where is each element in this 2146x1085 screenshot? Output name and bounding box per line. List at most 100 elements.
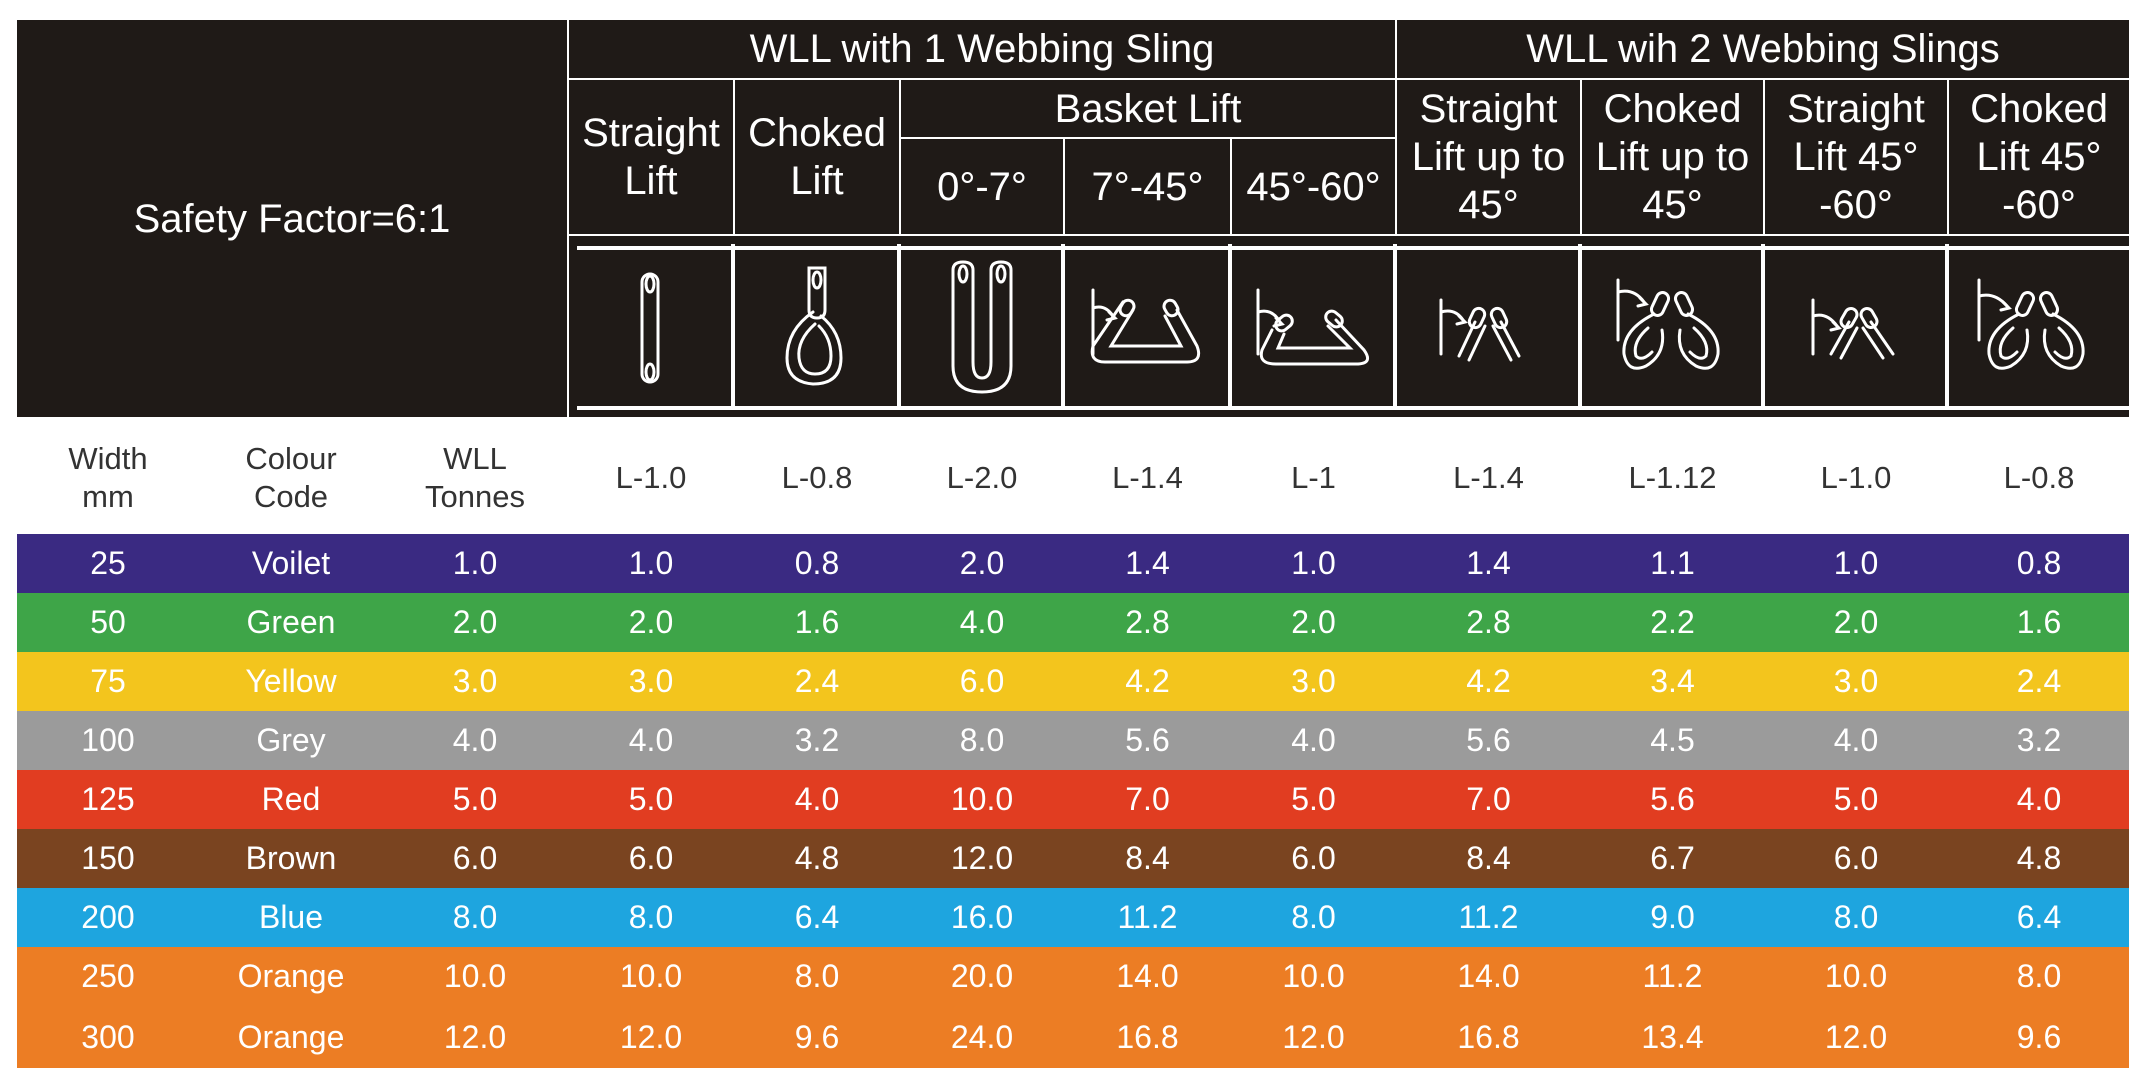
basket-7-45-cell: 14.0	[1116, 958, 1179, 994]
two-straight-45-60-cell: 12.0	[1824, 1018, 1888, 1055]
two-choked-45-60-cell: 4.0	[2016, 781, 2062, 817]
basket-0-7-cell: 16.0	[950, 899, 1014, 935]
basket-0-7-cell: 20.0	[950, 958, 1014, 994]
basket-45-60-cell: 5.0	[1291, 781, 1336, 817]
two-choked-45-cell: 4.5	[1650, 722, 1695, 758]
divider	[1578, 244, 1582, 410]
wll-tonnes-label: WLL Tonnes	[425, 441, 525, 514]
two-choked-45-60-cell: 9.6	[2016, 1018, 2062, 1055]
width-cell: 100	[81, 722, 135, 758]
colour-code-cell: Grey	[256, 722, 326, 758]
table-row: 250 Orange 10.0 10.0 8.0 20.0 14.0 10.0 14.0 11.2…	[17, 947, 2129, 1006]
lift-code: L-0.8	[781, 459, 853, 495]
lift-code: L-1.12	[1628, 459, 1717, 495]
width-cell: 75	[90, 663, 126, 699]
divider	[731, 244, 735, 410]
two-choked-45-60-cell: 1.6	[2016, 604, 2062, 640]
straight-lift-cell: 6.0	[628, 840, 674, 876]
two-straight-45-cell: 2.8	[1466, 604, 1511, 640]
basket-7-45-icon	[1090, 288, 1201, 364]
width-cell: 50	[90, 604, 126, 640]
two-straight-45-cell: 1.4	[1466, 545, 1511, 581]
basket-7-45-cell: 8.4	[1125, 840, 1170, 876]
choked-lift-cell: 9.6	[794, 1018, 840, 1055]
choked-lift-cell: 4.8	[794, 840, 840, 876]
two-straight-45-60-cell: 8.0	[1833, 899, 1879, 935]
divider	[567, 20, 569, 417]
group-2-title: WLL wih 2 Webbing Slings	[1526, 27, 2000, 71]
two-choked-45-60-cell: 8.0	[2016, 958, 2062, 994]
two-choked-45-60-cell: 3.2	[2016, 722, 2062, 758]
basket-45-60-cell: 6.0	[1291, 840, 1336, 876]
straight-lift-cell: 4.0	[628, 722, 674, 758]
straight-lift-cell: 10.0	[619, 958, 683, 994]
two-choked-45-cell: 3.4	[1650, 663, 1695, 699]
col-two-choked-45: Choked Lift up to 45°	[1595, 87, 1750, 227]
two-straight-45-cell: 8.4	[1466, 840, 1511, 876]
col-straight-lift: Straight Lift	[582, 111, 720, 203]
divider	[1580, 80, 1582, 235]
table-row: 125 Red 5.0 5.0 4.0 10.0 7.0 5.0 7.0 5.6 5.0 4.0	[17, 770, 2129, 829]
colour-code-cell: Orange	[237, 958, 345, 994]
basket-7-45-cell: 4.2	[1125, 663, 1170, 699]
basket-0-7-cell: 4.0	[959, 604, 1005, 640]
two-straight-45-cell: 14.0	[1457, 958, 1520, 994]
two-straight-45-cell: 16.8	[1457, 1018, 1520, 1055]
straight-lift-cell: 1.0	[628, 545, 674, 581]
divider	[1061, 244, 1065, 410]
divider	[897, 244, 901, 410]
two-choked-45-cell: 1.1	[1650, 545, 1695, 581]
divider	[1230, 139, 1232, 235]
choked-lift-cell: 2.4	[794, 663, 840, 699]
straight-lift-cell: 5.0	[628, 781, 674, 817]
two-straight-45-60-cell: 10.0	[1824, 958, 1888, 994]
table-row: 25 Voilet 1.0 1.0 0.8 2.0 1.4 1.0 1.4 1.1 1.0 0.8	[17, 534, 2129, 593]
col-basket-0-7: 0°-7°	[937, 164, 1027, 209]
two-straight-45-60-cell: 5.0	[1833, 781, 1879, 817]
lift-code: L-1.4	[1453, 459, 1524, 495]
basket-45-60-cell: 1.0	[1291, 545, 1336, 581]
wll-tonnes-cell: 6.0	[452, 840, 498, 876]
col-two-choked-45-60: Choked Lift 45° -60°	[1970, 87, 2108, 227]
two-choked-45-60-cell: 4.8	[2016, 840, 2062, 876]
basket-0-7-icon	[951, 260, 1013, 394]
divider	[1228, 244, 1232, 410]
colour-code-cell: Orange	[237, 1018, 345, 1055]
two-straight-45-60-cell: 6.0	[1833, 840, 1879, 876]
group-1-title: WLL with 1 Webbing Sling	[749, 27, 1215, 71]
choked-lift-cell: 0.8	[794, 545, 840, 581]
wll-tonnes-cell: 2.0	[452, 604, 498, 640]
two-choked-45-60-cell: 6.4	[2016, 899, 2062, 935]
two-choked-45-cell: 5.6	[1650, 781, 1695, 817]
lift-code: L-1.0	[1820, 459, 1892, 495]
two-choked-45-cell: 11.2	[1642, 958, 1703, 994]
choked-lift-cell: 1.6	[794, 604, 840, 640]
divider	[1761, 244, 1765, 410]
basket-lift-title: Basket Lift	[1054, 86, 1242, 131]
table-row: 300 Orange 12.0 12.0 9.6 24.0 16.8 12.0 16.8 13.4…	[17, 1006, 2129, 1068]
basket-7-45-cell: 7.0	[1125, 781, 1170, 817]
width-cell: 125	[81, 781, 135, 817]
basket-0-7-cell: 2.0	[959, 545, 1005, 581]
choked-lift-cell: 8.0	[794, 958, 840, 994]
choked-lift-cell: 6.4	[794, 899, 840, 935]
two-choked-45-60-cell: 0.8	[2016, 545, 2062, 581]
straight-lift-cell: 2.0	[628, 604, 674, 640]
choked-lift-icon	[785, 266, 843, 386]
divider	[1395, 20, 1397, 236]
colour-code-label: Colour Code	[245, 441, 337, 514]
two-choked-45-cell: 9.0	[1650, 899, 1695, 935]
divider	[567, 78, 2129, 80]
safety-factor: Safety Factor=6:1	[133, 196, 451, 241]
two-straight-45-cell: 11.2	[1458, 899, 1519, 935]
basket-0-7-cell: 12.0	[950, 840, 1014, 876]
header-block	[17, 20, 2129, 417]
two-choked-45-60-icon	[1977, 278, 2085, 370]
wll-tonnes-cell: 10.0	[443, 958, 507, 994]
width-label: Width mm	[68, 441, 148, 514]
col-two-straight-45: Straight Lift up to 45°	[1411, 87, 1566, 227]
straight-lift-cell: 12.0	[619, 1018, 683, 1055]
basket-45-60-cell: 4.0	[1291, 722, 1336, 758]
width-cell: 300	[81, 1018, 135, 1055]
